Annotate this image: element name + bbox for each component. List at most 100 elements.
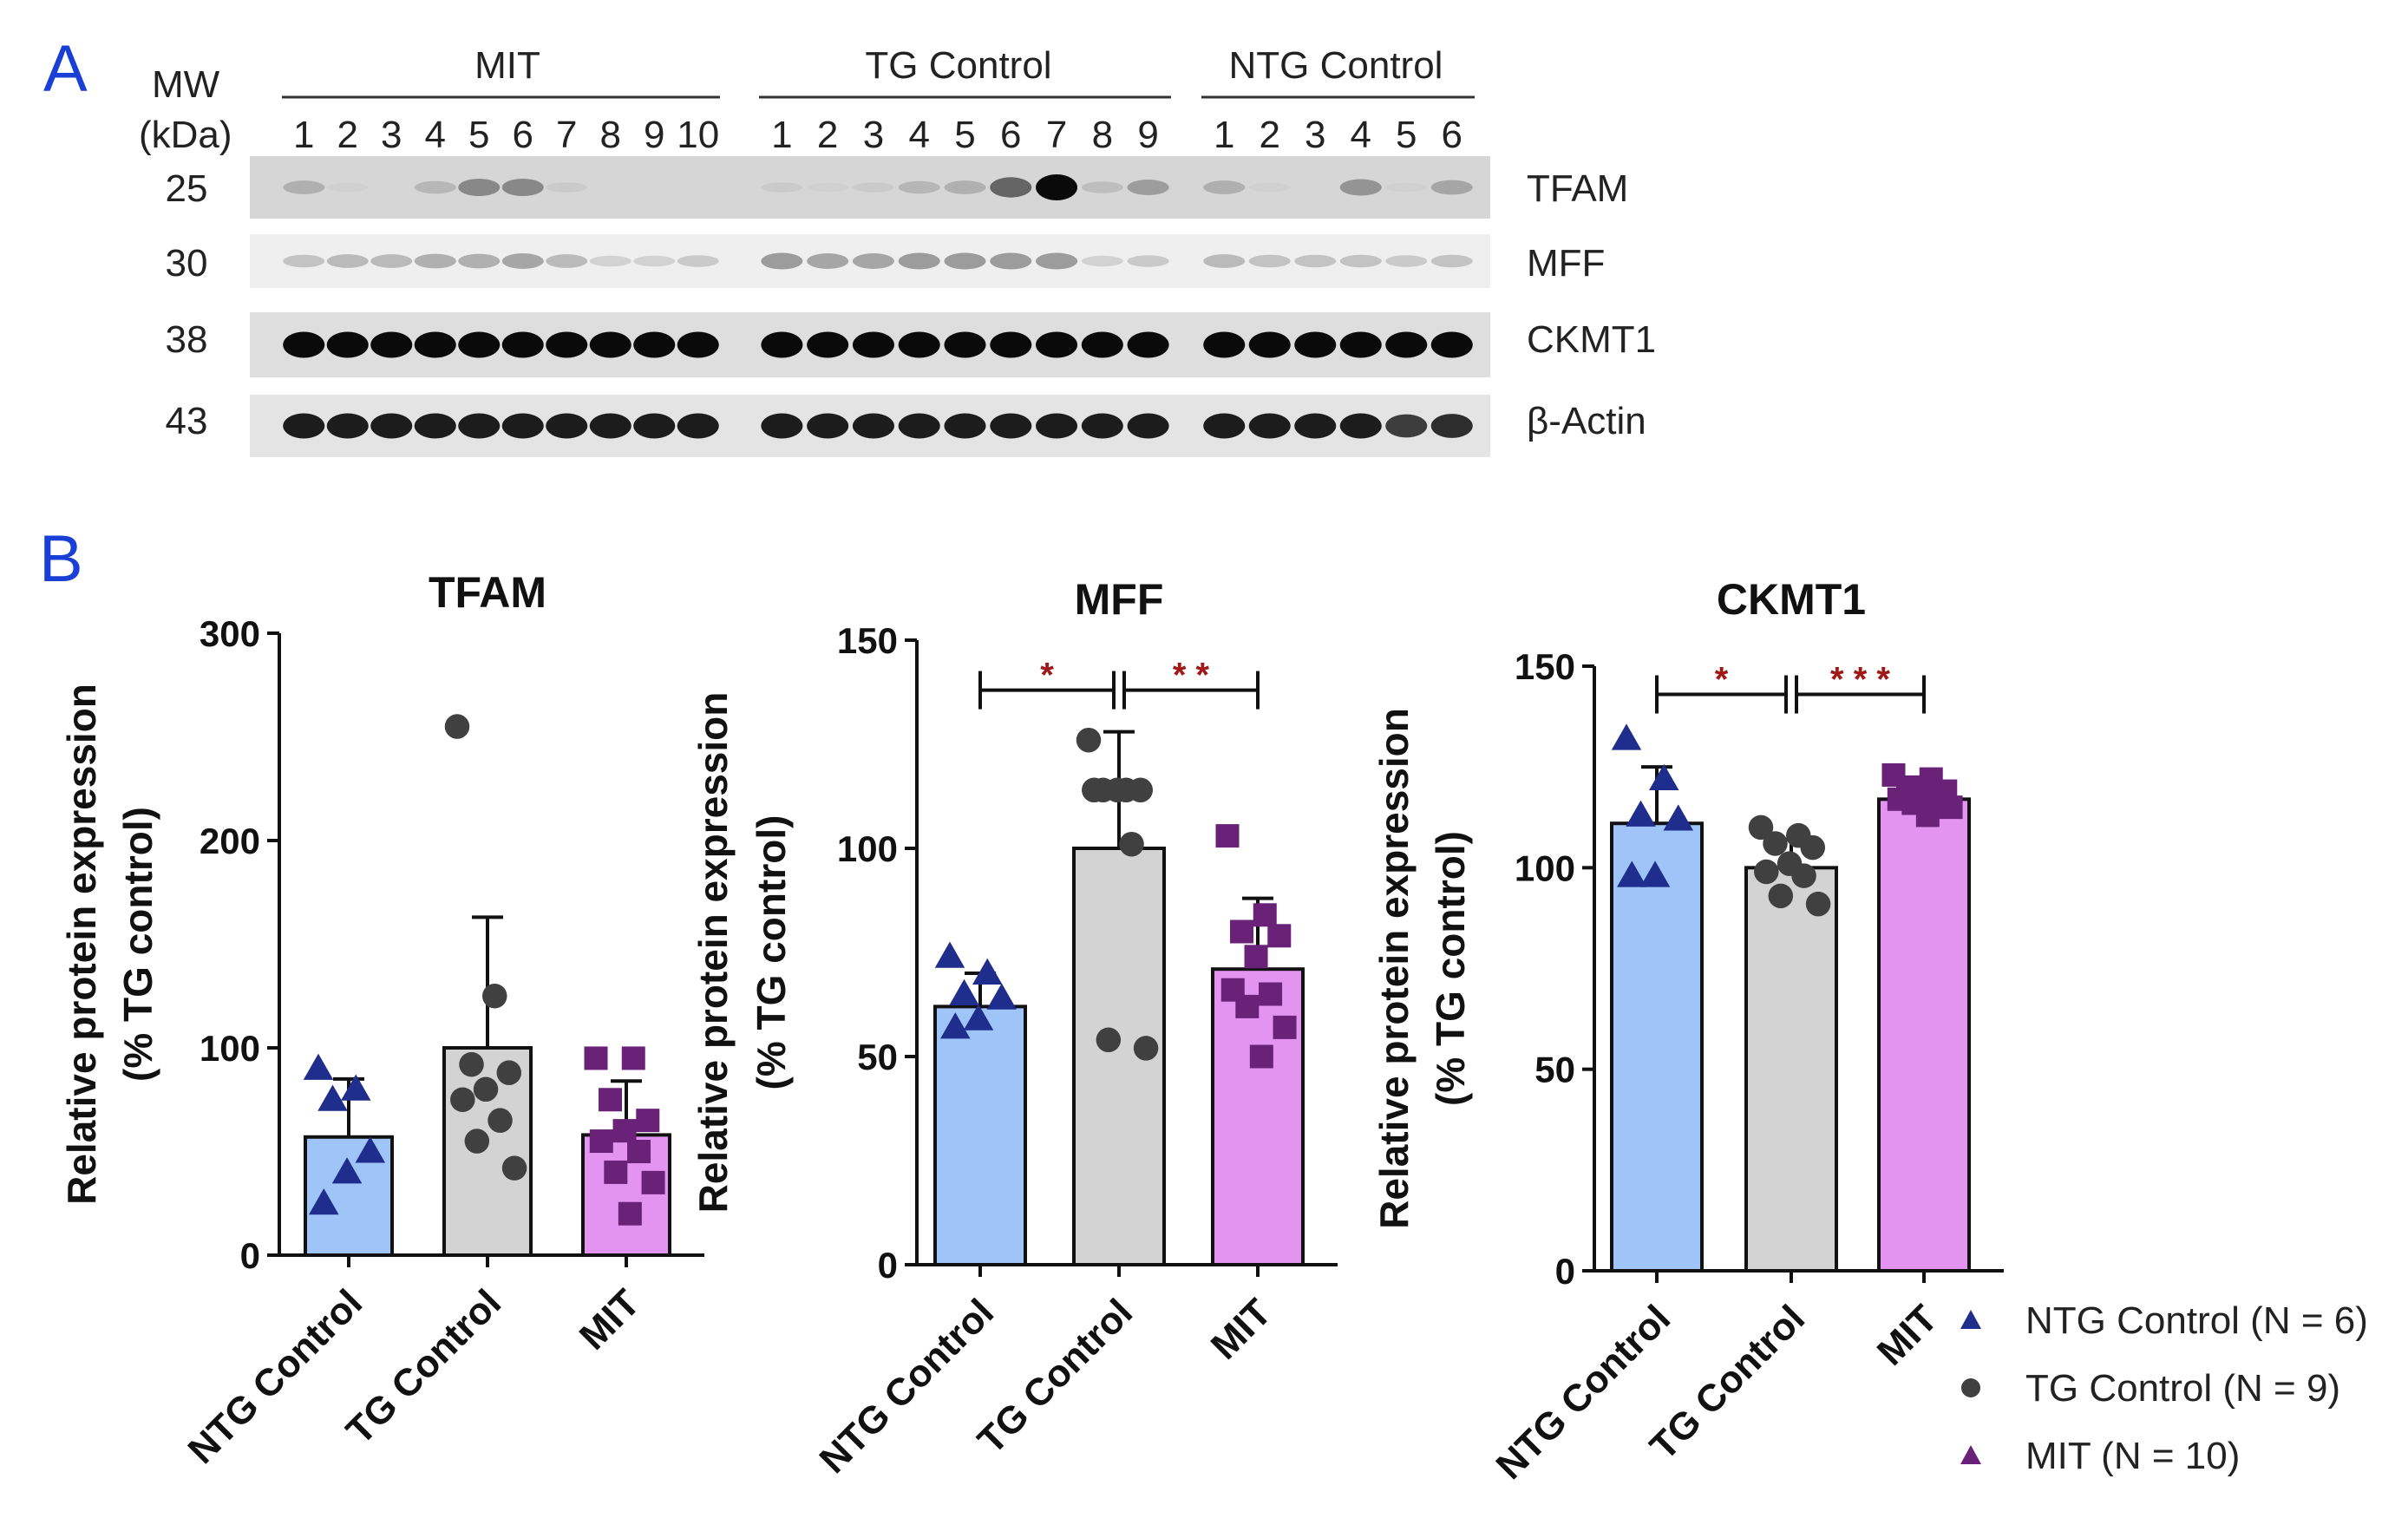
lane-number: 4 [425,114,446,156]
blot-band [1430,414,1473,438]
x-category-label: MIT [1203,1291,1279,1367]
blot-band [677,331,719,358]
data-point-square [612,1119,637,1143]
data-point-square [1244,945,1268,969]
group-name: TG Control [865,44,1051,87]
data-point-triangle [972,958,1003,985]
blot-band [283,180,325,194]
bar-ntg-control [933,1004,1027,1267]
group-name: MIT [474,44,540,87]
blot-band [283,254,325,268]
data-point-square [627,1140,651,1163]
blot-band [1081,331,1123,358]
blot-band [326,331,369,358]
kda-label: (kDa) [139,114,232,156]
x-category-label: MIT [572,1281,648,1358]
blot-band [990,413,1032,439]
blot-band [852,253,894,269]
blot-band [1385,182,1428,193]
blot-band [283,413,325,439]
blot-band [990,177,1032,198]
lane-numbers: 1 2 3 4 5 6 7 8 9 10 1 2 3 4 5 6 7 8 9 1 2 3 4 5 6 [293,114,1462,156]
blot-strip-background [250,156,1490,219]
blot-band [1203,254,1246,268]
blot-band [677,255,719,267]
lane-number: 6 [513,114,533,156]
lane-number: 9 [1137,114,1158,156]
chart-title: CKMT1 [1717,575,1866,624]
data-point-circle [1104,777,1130,803]
legend-marker-triangle [1960,1310,1981,1329]
blot-band [589,255,631,267]
blot-band [807,253,849,269]
blot-band [1081,255,1123,267]
data-point-square [604,1160,628,1184]
chart-title: TFAM [429,568,546,617]
mw-value: 38 [166,318,208,361]
blot-band [1339,179,1382,196]
y-tick-label: 100 [200,1028,260,1069]
blot-band [677,183,719,192]
data-point-circle [1800,834,1826,860]
lane-number: 3 [1305,114,1325,156]
blot-band [990,331,1032,358]
data-point-circle [1096,1027,1122,1053]
data-point-square [589,1129,613,1154]
blot-band [414,331,456,358]
data-point-triangle [949,978,979,1005]
lane-number: 10 [677,114,719,156]
blot-band [414,180,456,194]
lane-number: 7 [556,114,577,156]
blot-band [370,183,413,192]
blot-band [589,331,631,358]
chart-mff: MFF Relative protein expression (% TG cont… [690,575,1338,1482]
blot-band [761,331,803,358]
lane-number: 8 [1092,114,1113,156]
blot-band [1203,413,1246,439]
data-point-square [1235,994,1260,1018]
data-point-circle [1754,859,1779,885]
data-point-square [636,1109,660,1133]
blot-band [458,253,501,269]
data-point-triangle [986,983,1018,1010]
lane-number: 6 [1000,114,1021,156]
data-point-square [1273,1015,1297,1039]
blot-band [1248,413,1291,439]
y-tick-label: 0 [1555,1251,1575,1292]
blot-band [1294,331,1337,358]
data-point-triangle [1617,860,1647,887]
data-point-square [1915,803,1940,828]
lane-number: 8 [600,114,621,156]
x-category-label: MIT [1869,1297,1946,1373]
data-point-triangle [1626,800,1656,827]
blot-band [944,413,986,439]
data-point-square [621,1046,645,1070]
lane-number: 4 [908,114,929,156]
blot-band [761,413,803,439]
x-category-label: NTG Control [1489,1297,1679,1488]
y-axis-label-unit: (% TG control) [115,807,160,1082]
data-point-triangle [355,1136,386,1163]
blot-band [761,182,803,193]
blot-band [546,254,588,268]
panel-a-label: A [43,32,88,106]
protein-name: TFAM [1527,167,1628,210]
y-axis-label: Relative protein expression [690,692,736,1214]
data-point-triangle [331,1157,363,1184]
blot-band [1294,413,1337,439]
data-point-circle [1119,831,1144,857]
data-point-square [584,1046,608,1070]
protein-name: β-Actin [1527,400,1646,442]
data-point-circle [501,1155,527,1181]
blot-band [458,331,501,358]
blot-band [807,331,849,358]
blot-band [1036,174,1078,200]
blot-band [589,183,631,192]
data-point-circle [1748,815,1774,841]
blot-band [1036,331,1078,358]
data-point-circle [1805,891,1831,917]
lane-number: 4 [1351,114,1371,156]
data-point-square [641,1170,665,1194]
blot-band [1081,413,1123,439]
blot-strips: 25 TFAM 30 MFF 38 CKMT1 43 β-Actin [166,156,1656,457]
